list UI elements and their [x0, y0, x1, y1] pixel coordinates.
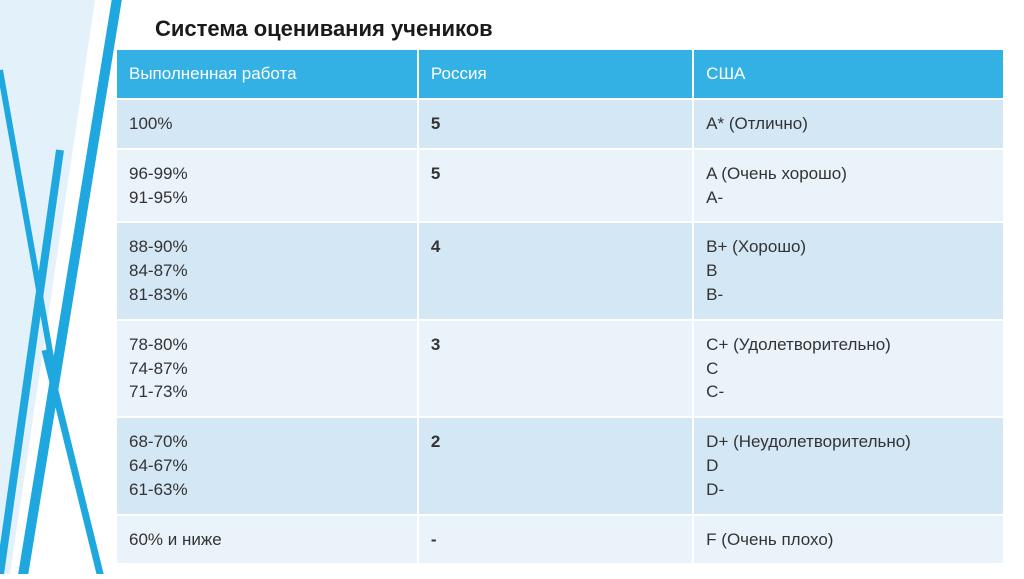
column-header-usa: США	[693, 49, 1004, 99]
table-row: 96-99%91-95% 5 A (Очень хорошо)A-	[116, 149, 1004, 223]
cell-work: 60% и ниже	[116, 515, 418, 565]
cell-russia: 4	[418, 222, 693, 319]
column-header-work: Выполненная работа	[116, 49, 418, 99]
cell-work: 68-70%64-67%61-63%	[116, 417, 418, 514]
cell-usa: D+ (Неудолетворительно)DD-	[693, 417, 1004, 514]
cell-usa: B+ (Хорошо)BB-	[693, 222, 1004, 319]
cell-russia: 5	[418, 149, 693, 223]
cell-work: 78-80%74-87%71-73%	[116, 320, 418, 417]
cell-russia: 2	[418, 417, 693, 514]
cell-usa: F (Очень плохо)	[693, 515, 1004, 565]
content-wrapper: Система оценивания учеников Выполненная …	[115, 8, 1005, 565]
cell-usa: A (Очень хорошо)A-	[693, 149, 1004, 223]
table-row: 88-90%84-87%81-83% 4 B+ (Хорошо)BB-	[116, 222, 1004, 319]
cell-work: 96-99%91-95%	[116, 149, 418, 223]
table-header-row: Выполненная работа Россия США	[116, 49, 1004, 99]
cell-russia: 3	[418, 320, 693, 417]
cell-russia: -	[418, 515, 693, 565]
table-row: 68-70%64-67%61-63% 2 D+ (Неудолетворител…	[116, 417, 1004, 514]
grading-table: Выполненная работа Россия США 100% 5 A* …	[115, 48, 1005, 565]
cell-usa: A* (Отлично)	[693, 99, 1004, 149]
page-title: Система оценивания учеников	[115, 8, 1005, 48]
table-row: 60% и ниже - F (Очень плохо)	[116, 515, 1004, 565]
cell-work: 100%	[116, 99, 418, 149]
table-row: 100% 5 A* (Отлично)	[116, 99, 1004, 149]
table-row: 78-80%74-87%71-73% 3 C+ (Удолетворительн…	[116, 320, 1004, 417]
column-header-russia: Россия	[418, 49, 693, 99]
cell-work: 88-90%84-87%81-83%	[116, 222, 418, 319]
cell-usa: C+ (Удолетворительно)CC-	[693, 320, 1004, 417]
table-body: 100% 5 A* (Отлично) 96-99%91-95% 5 A (Оч…	[116, 99, 1004, 564]
cell-russia: 5	[418, 99, 693, 149]
